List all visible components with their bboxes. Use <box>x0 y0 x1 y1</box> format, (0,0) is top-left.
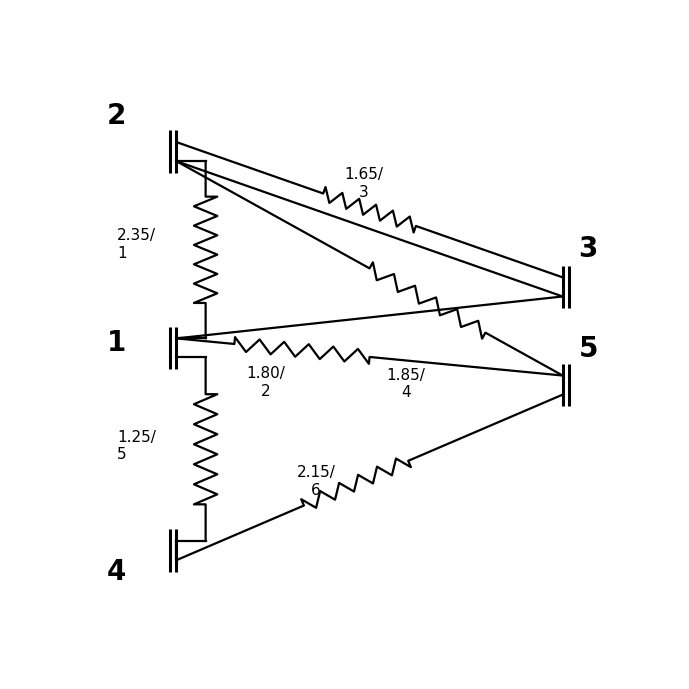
Text: 5: 5 <box>579 335 598 363</box>
Text: 1.85/
4: 1.85/ 4 <box>387 368 426 400</box>
Text: 2.35/
1: 2.35/ 1 <box>117 228 156 260</box>
Text: 1.25/
5: 1.25/ 5 <box>117 430 156 462</box>
Text: 2.15/
6: 2.15/ 6 <box>296 466 336 498</box>
Text: 1.65/
3: 1.65/ 3 <box>344 167 383 200</box>
Text: 4: 4 <box>106 557 126 586</box>
Text: 3: 3 <box>579 235 598 263</box>
Text: 1.80/
2: 1.80/ 2 <box>246 367 285 399</box>
Text: 1: 1 <box>106 329 125 357</box>
Text: 2: 2 <box>106 103 126 130</box>
